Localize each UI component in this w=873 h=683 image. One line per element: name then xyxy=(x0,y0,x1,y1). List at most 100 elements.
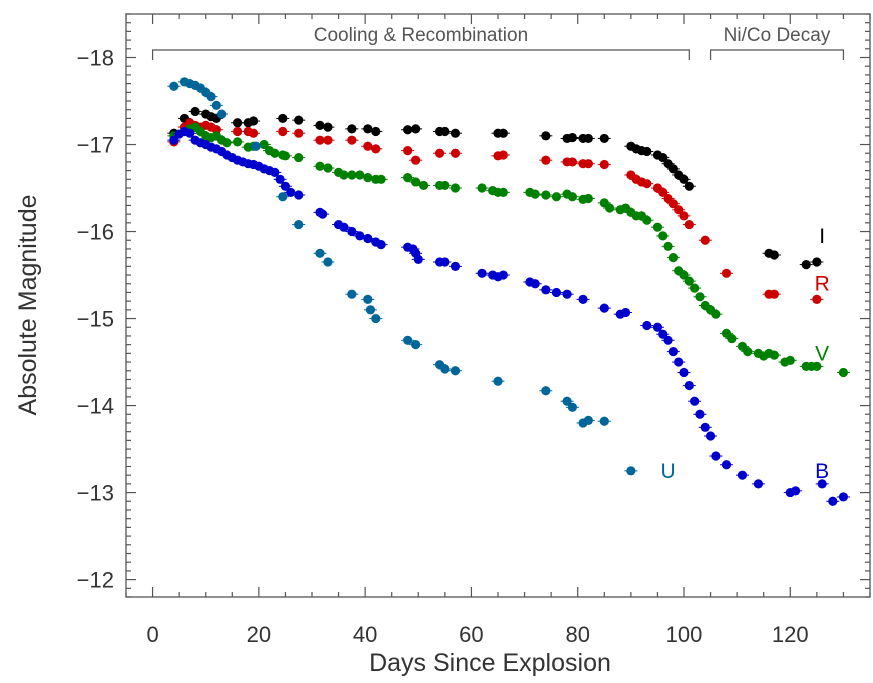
data-point xyxy=(541,386,551,396)
data-point xyxy=(567,402,578,412)
data-point xyxy=(642,179,652,189)
data-point xyxy=(599,416,609,426)
data-point xyxy=(315,161,325,171)
x-tick-label: 80 xyxy=(565,622,589,647)
data-point xyxy=(578,294,588,305)
data-point xyxy=(450,366,461,376)
data-point xyxy=(684,380,694,391)
data-point xyxy=(347,124,357,134)
data-point xyxy=(411,177,421,187)
data-point xyxy=(206,92,216,102)
band-label-I: I xyxy=(819,225,825,248)
y-tick-label: −13 xyxy=(77,481,114,506)
y-tick-label: −16 xyxy=(77,220,114,245)
data-point xyxy=(668,164,678,174)
data-point xyxy=(668,253,678,263)
data-point xyxy=(280,151,291,161)
data-point xyxy=(642,146,652,157)
data-point xyxy=(642,320,652,331)
data-point xyxy=(695,292,705,302)
data-point xyxy=(315,135,325,145)
data-point xyxy=(403,125,413,135)
data-point xyxy=(450,261,461,271)
data-point xyxy=(294,115,304,125)
data-point xyxy=(567,157,578,167)
data-point xyxy=(801,260,811,270)
data-point xyxy=(599,133,609,144)
data-point xyxy=(753,479,764,489)
data-point xyxy=(663,335,673,345)
data-point xyxy=(668,199,678,209)
data-point xyxy=(679,174,689,184)
data-point xyxy=(769,250,779,260)
data-point xyxy=(270,167,280,177)
data-point xyxy=(365,305,376,315)
data-point xyxy=(363,124,373,134)
data-point xyxy=(498,150,508,160)
data-point xyxy=(642,215,652,225)
data-point xyxy=(440,257,450,267)
data-point xyxy=(498,187,508,197)
data-points xyxy=(167,77,850,506)
data-point xyxy=(355,231,365,241)
x-tick-label: 60 xyxy=(459,622,483,647)
data-point xyxy=(679,367,689,378)
data-point xyxy=(599,159,609,170)
data-point xyxy=(169,81,179,91)
data-point xyxy=(583,159,593,169)
axis-ticks: 0 20 40 60 80 100 120 −18 −17 −16 −15 −14 −13 −12 xyxy=(77,13,871,647)
phase-annotations: Cooling & Recombination Ni/Co Decay xyxy=(151,25,845,60)
data-point xyxy=(679,211,689,221)
data-point xyxy=(769,350,779,360)
data-point xyxy=(403,146,413,156)
data-point xyxy=(278,126,288,137)
data-point xyxy=(605,203,615,213)
data-point xyxy=(668,347,678,357)
phase-bracket xyxy=(151,49,690,60)
data-point xyxy=(294,152,304,163)
data-point xyxy=(286,187,296,197)
y-tick-label: −17 xyxy=(77,133,114,158)
x-tick-label: 0 xyxy=(146,622,158,647)
data-point xyxy=(690,283,700,293)
data-point xyxy=(743,347,753,357)
data-point xyxy=(323,122,333,132)
data-point xyxy=(652,222,663,232)
data-point xyxy=(477,183,487,193)
x-tick-label: 120 xyxy=(772,622,809,647)
data-point xyxy=(658,187,668,197)
y-tick-label: −15 xyxy=(77,307,114,332)
data-point xyxy=(248,116,259,126)
data-point xyxy=(270,148,280,158)
data-point xyxy=(583,133,593,144)
data-point xyxy=(411,340,421,350)
data-point xyxy=(347,226,357,237)
phase-bracket xyxy=(709,49,845,60)
band-label-U: U xyxy=(660,460,675,483)
data-point xyxy=(294,219,304,230)
data-point xyxy=(233,118,243,128)
data-point xyxy=(679,270,689,280)
data-point xyxy=(323,135,333,145)
data-point xyxy=(700,235,710,245)
data-point xyxy=(355,170,365,180)
data-point xyxy=(705,431,716,441)
data-point xyxy=(278,192,288,202)
series-I xyxy=(167,106,824,270)
data-point xyxy=(541,131,551,141)
y-tick-label: −14 xyxy=(77,394,114,419)
data-point xyxy=(541,155,551,165)
series-V xyxy=(167,122,850,378)
data-point xyxy=(363,172,373,183)
data-point xyxy=(737,470,748,480)
data-point xyxy=(280,181,291,191)
data-point xyxy=(663,241,673,251)
data-point xyxy=(169,135,179,145)
x-axis-title: Days Since Explosion xyxy=(369,649,611,677)
data-point xyxy=(652,322,663,332)
data-point xyxy=(450,128,461,138)
data-point xyxy=(684,276,694,286)
data-point xyxy=(721,460,732,470)
data-point xyxy=(233,137,243,147)
